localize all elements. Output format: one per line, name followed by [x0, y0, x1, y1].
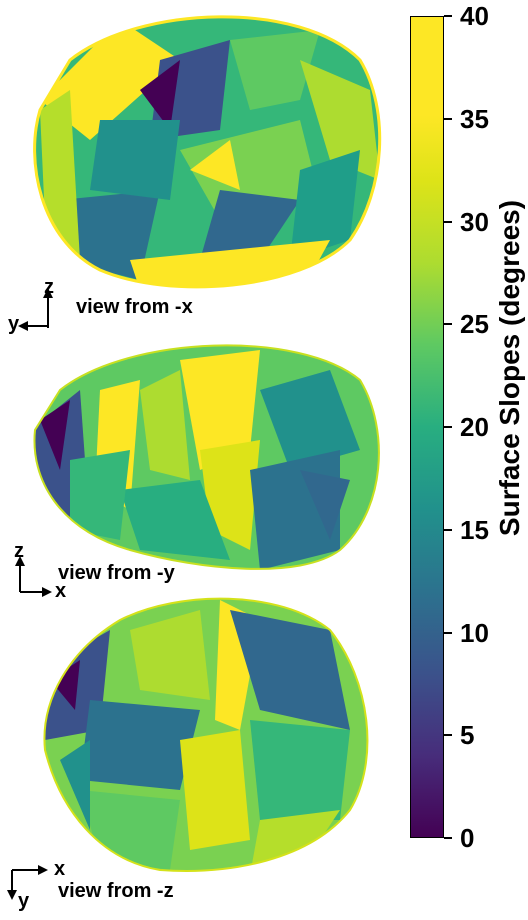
colorbar-tick [444, 323, 452, 326]
panel-view-x: z y view from -x [0, 0, 400, 335]
colorbar-tick-label: 35 [460, 103, 489, 134]
view-label: view from -y [58, 562, 175, 584]
colorbar-tick-label: 20 [460, 412, 489, 442]
colorbar [410, 16, 444, 838]
colorbar-tick [444, 426, 452, 428]
colorbar-tick [444, 837, 452, 839]
colorbar-tick [444, 734, 452, 737]
colorbar-tick [444, 528, 452, 531]
view-label: view from -x [76, 296, 193, 318]
colorbar-tick [444, 117, 452, 120]
asteroid-view-z [43, 597, 369, 872]
colorbar-tick-label: 25 [460, 309, 489, 340]
asteroid-view-x [33, 15, 382, 289]
panel-view-y: z x view from -y [0, 330, 400, 610]
panel-view-z: x y view from -z [0, 590, 400, 918]
axis-label-vertical: y [18, 890, 30, 912]
colorbar-title: Surface Slopes (degrees) [494, 199, 525, 537]
axis-label-vertical: z [44, 276, 54, 298]
colorbar-tick-label: 15 [460, 514, 489, 545]
colorbar-tick-label: 30 [460, 206, 489, 237]
colorbar-tick [444, 631, 452, 634]
colorbar-tick [444, 220, 452, 223]
axis-label-horizontal: x [55, 580, 67, 602]
colorbar-tick-label: 5 [460, 720, 475, 751]
colorbar-tick [444, 15, 452, 17]
axis-label-horizontal: x [54, 858, 66, 880]
axis-label-horizontal: y [8, 313, 20, 335]
colorbar-tick-label: 40 [460, 1, 489, 31]
axes-icon [18, 288, 53, 331]
colorbar-tick-label: 0 [460, 823, 475, 853]
axis-label-vertical: z [14, 540, 24, 562]
asteroid-view-y [33, 344, 380, 570]
axes-icon [15, 556, 52, 597]
colorbar-tick-label: 10 [460, 617, 489, 648]
axes-icon [7, 865, 48, 900]
view-label: view from -z [58, 880, 174, 902]
